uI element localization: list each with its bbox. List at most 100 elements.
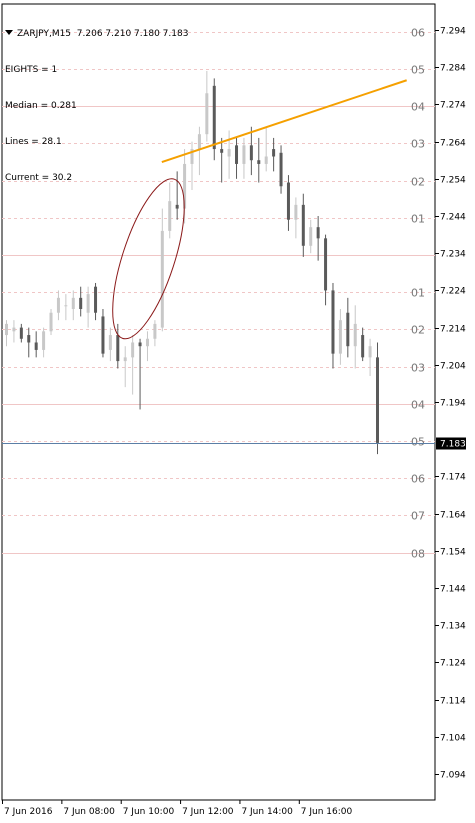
x-tick-label: 7 Jun 2016 (4, 807, 53, 817)
murrey-level-label: 03 (411, 362, 425, 375)
x-tick-label: 7 Jun 08:00 (63, 807, 115, 817)
y-tick-label: 7.264 (440, 139, 466, 149)
candle-body (190, 149, 194, 164)
candle-body (153, 323, 157, 339)
indicator-line-lines: Lines = 28.1 (5, 137, 62, 147)
x-tick-label: 7 Jun 16:00 (301, 807, 353, 817)
indicator-line-current: Current = 30.2 (5, 173, 73, 183)
candle-body (286, 182, 290, 220)
y-tick-label: 7.104 (440, 734, 466, 744)
y-tick-label: 7.254 (440, 176, 466, 186)
y-tick-label: 7.204 (440, 362, 466, 372)
candle-body (257, 160, 261, 164)
indicator-line-median: Median = 0.281 (5, 101, 77, 111)
murrey-level-label: 07 (411, 510, 425, 523)
candle-body (272, 149, 276, 157)
candle-body (205, 93, 209, 135)
candle-body (368, 346, 372, 358)
candle-body (264, 156, 268, 164)
candle-body (324, 238, 328, 291)
current-price-label: 7.183 (440, 440, 466, 450)
murrey-level-label: 01 (411, 213, 425, 226)
candle-body (27, 335, 31, 343)
y-tick-label: 7.144 (440, 585, 466, 595)
candle-body (5, 323, 8, 336)
candle-body (79, 297, 83, 310)
candle-body (294, 204, 298, 220)
x-axis: 7 Jun 2016 7 Jun 08:00 7 Jun 10:00 7 Jun 12… (2, 800, 353, 817)
candle-body (346, 312, 350, 347)
chart-info-panel: ZARJPY,M15 7.206 7.210 7.180 7.183 EIGHT… (5, 4, 188, 196)
y-tick-label: 7.114 (440, 697, 466, 707)
murrey-level-label: 03 (411, 138, 425, 151)
candle-body (175, 204, 179, 209)
x-tick-label: 7 Jun 14:00 (241, 807, 293, 817)
candle-body (56, 297, 60, 313)
candles (5, 70, 379, 455)
y-tick-label: 7.174 (440, 473, 466, 483)
candle-body (19, 327, 23, 339)
candle-body (71, 297, 75, 310)
y-tick-label: 7.294 (440, 27, 466, 37)
ohlc-values: 7.206 7.210 7.180 7.183 (76, 29, 189, 39)
candle-body (212, 85, 216, 150)
candle-body (145, 338, 149, 347)
y-tick-label: 7.224 (440, 287, 466, 297)
candle-body (64, 305, 68, 307)
candle-body (376, 357, 379, 443)
candle-body (301, 204, 305, 246)
y-tick-label: 7.154 (440, 548, 466, 558)
murrey-levels: 06 05 04 03 02 01 01 02 03 04 05 06 07 08 (2, 27, 435, 561)
candle-body (183, 163, 187, 209)
candle-body (220, 149, 224, 153)
y-tick-label: 7.274 (440, 101, 466, 111)
y-tick-label: 7.134 (440, 622, 466, 632)
candle-body (42, 331, 46, 350)
candle-body (361, 335, 365, 358)
y-tick-label: 7.124 (440, 659, 466, 669)
candle-body (34, 342, 38, 350)
candle-body (353, 323, 357, 347)
x-tick-label: 7 Jun 10:00 (123, 807, 175, 817)
murrey-level-label: 01 (411, 287, 425, 300)
symbol-line: ZARJPY,M15 7.206 7.210 7.180 7.183 (5, 28, 188, 40)
candle-body (12, 327, 16, 332)
murrey-level-label: 05 (411, 64, 425, 77)
candle-body (249, 145, 253, 161)
murrey-level-label: 04 (411, 101, 425, 114)
y-tick-label: 7.214 (440, 325, 466, 335)
murrey-level-label: 05 (411, 436, 425, 449)
murrey-level-label: 06 (411, 27, 425, 40)
y-tick-label: 7.164 (440, 511, 466, 521)
candle-body (131, 342, 135, 358)
candle-body (108, 335, 112, 350)
ellipse-annotation (112, 178, 185, 340)
y-tick-label: 7.244 (440, 213, 466, 223)
murrey-level-label: 02 (411, 324, 425, 337)
y-tick-label: 7.094 (440, 771, 466, 781)
candle-body (123, 357, 127, 362)
current-price-label-bg (436, 437, 466, 450)
collapse-triangle-icon[interactable] (5, 30, 13, 35)
y-axis: 7.294 7.284 7.274 7.264 7.254 7.244 7.234 7.224… (435, 27, 466, 781)
y-tick-label: 7.234 (440, 250, 466, 260)
candle-body (242, 145, 246, 164)
murrey-level-label: 02 (411, 176, 425, 189)
candle-body (309, 227, 313, 246)
candle-body (235, 145, 239, 164)
indicator-line-eights: EIGHTS = 1 (5, 65, 58, 75)
candle-body (279, 152, 283, 187)
candle-body (101, 316, 105, 354)
trendline (161, 79, 407, 164)
candle-body (94, 286, 98, 313)
y-tick-label: 7.194 (440, 399, 466, 409)
candle-body (338, 320, 342, 354)
candle-body (160, 230, 164, 328)
candle-body (49, 312, 53, 332)
murrey-level-label: 04 (411, 399, 425, 412)
candle-body (227, 149, 231, 157)
symbol-timeframe: ZARJPY,M15 (17, 29, 72, 39)
y-tick-label: 7.284 (440, 64, 466, 74)
candle-body (168, 201, 172, 231)
